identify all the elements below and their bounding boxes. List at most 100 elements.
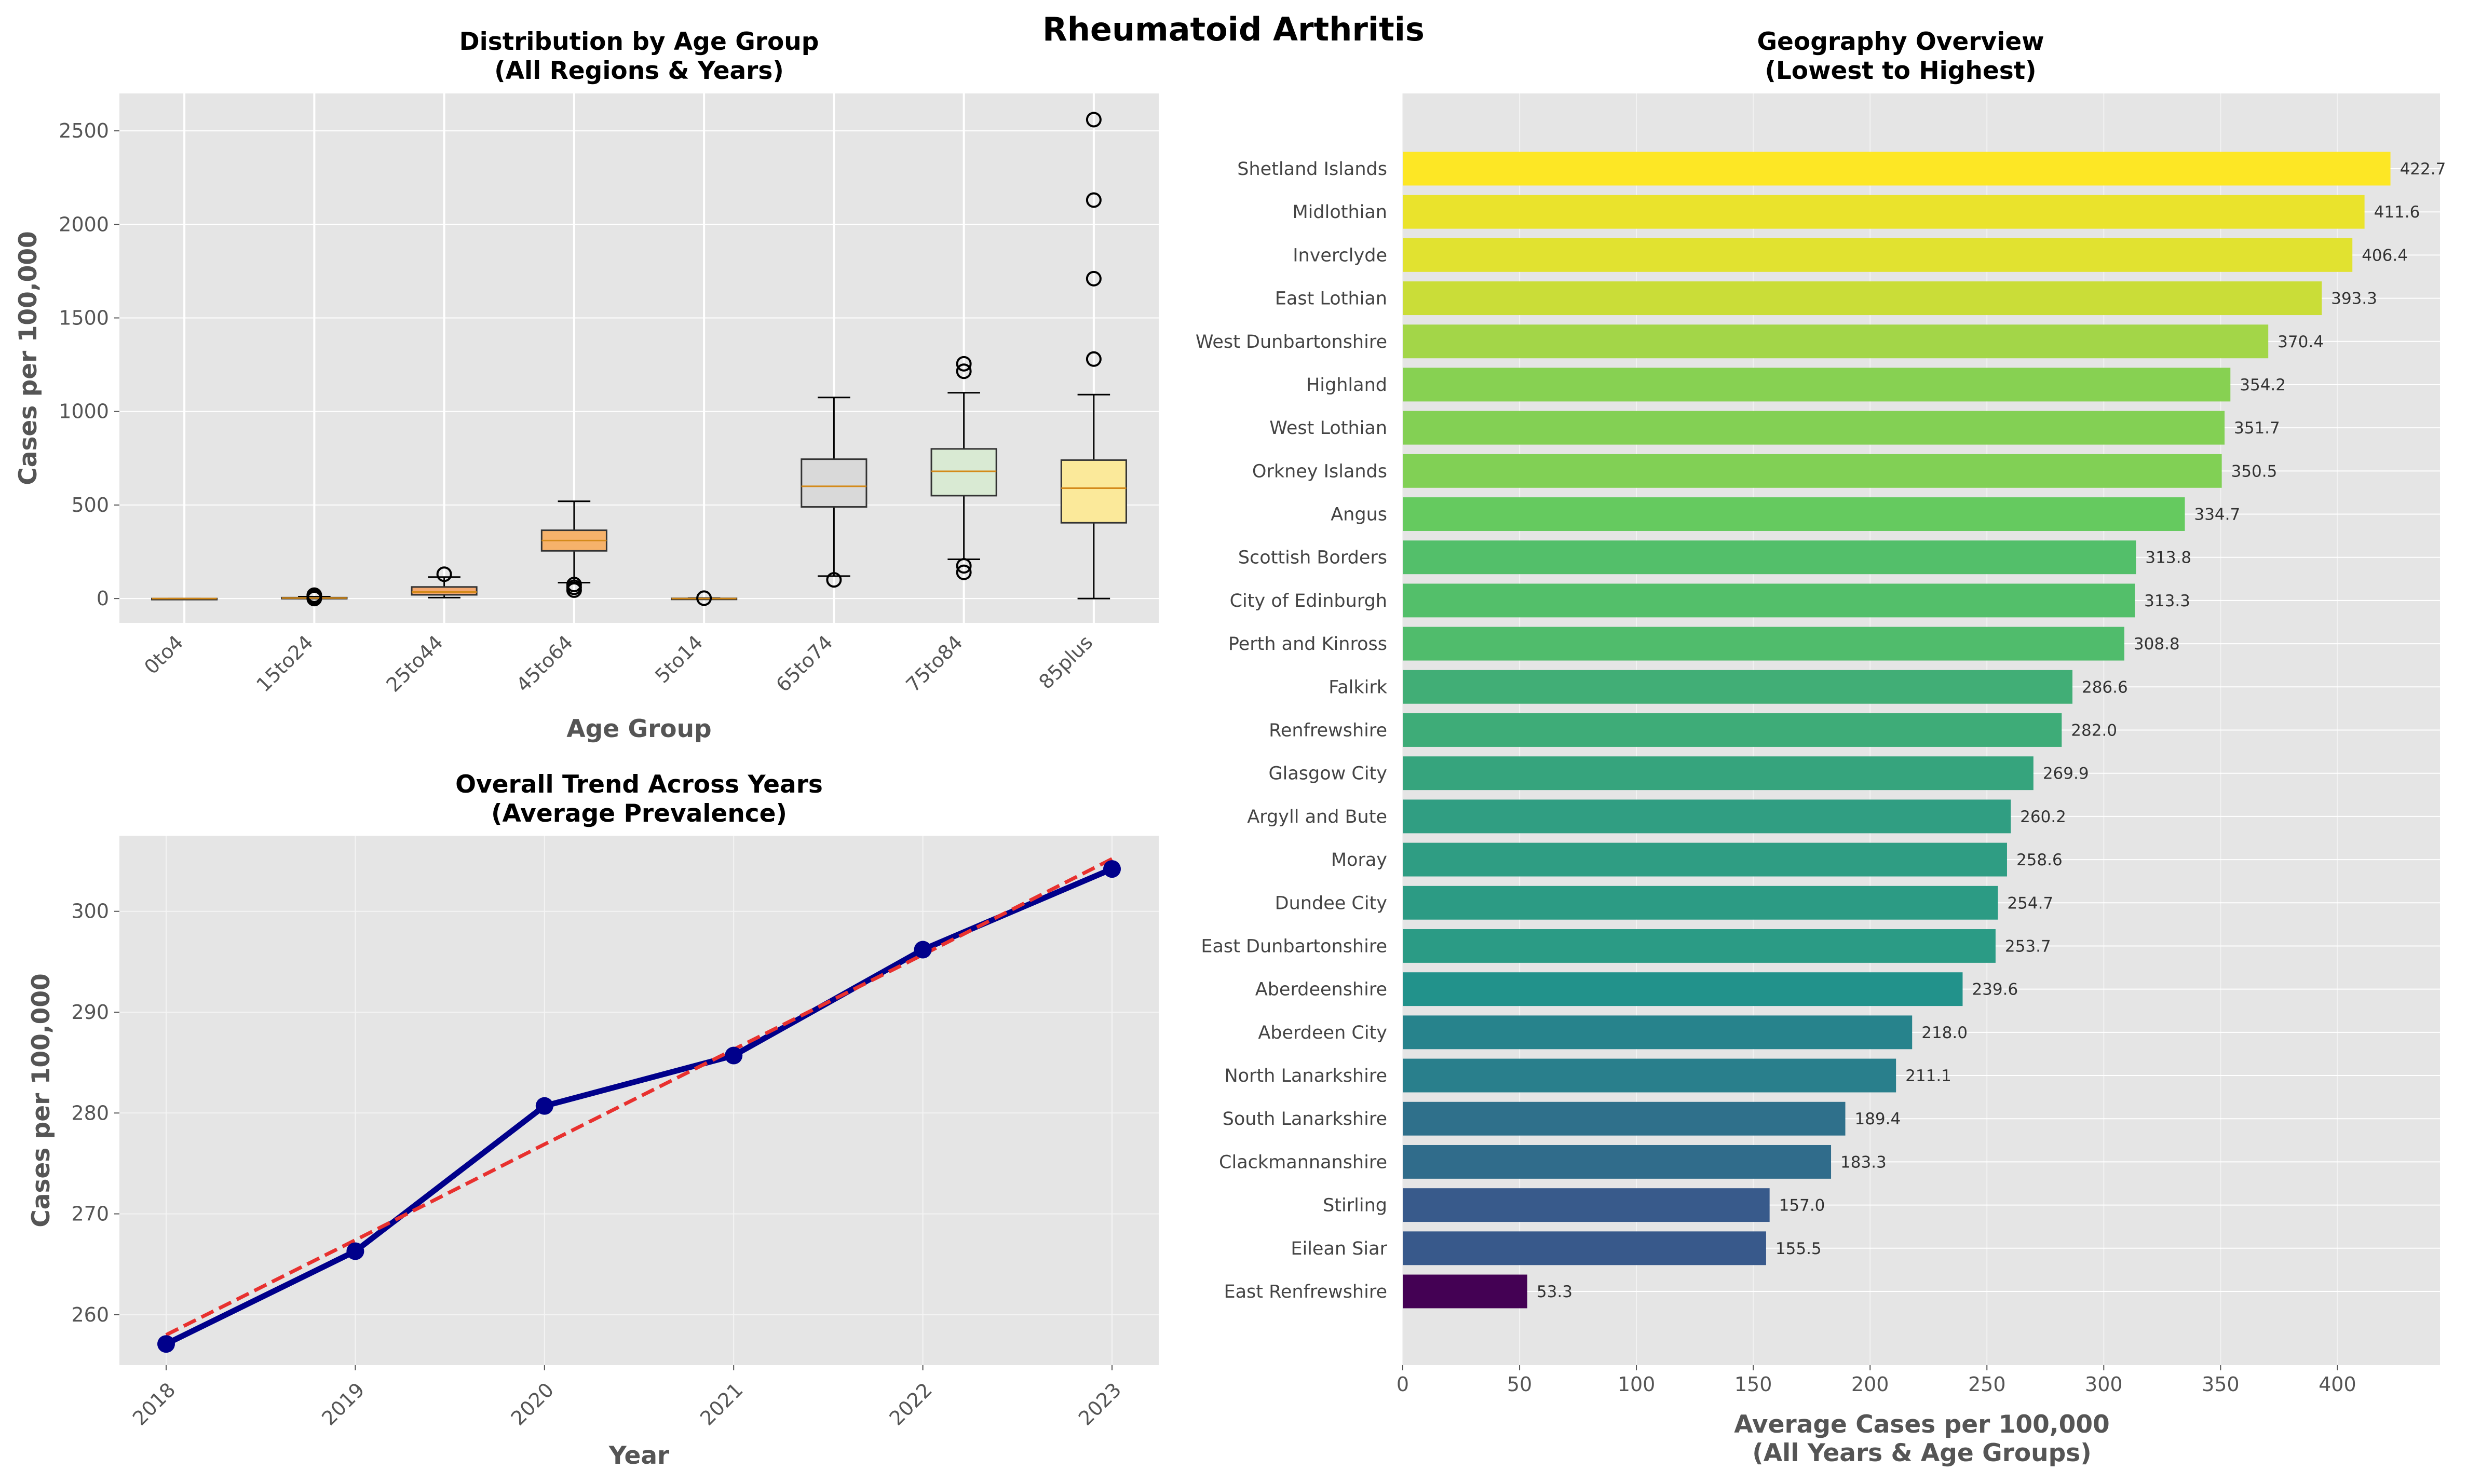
value-label: 370.4 [2278,333,2324,351]
value-label: 53.3 [1537,1283,1573,1301]
bar-South Lanarkshire [1403,1101,1846,1136]
y-tick-label: 270 [71,1203,109,1226]
outlier-point [1086,351,1102,367]
y-tick-label: Stirling [1323,1195,1387,1216]
panel-title: Geography Overview [1757,28,2044,56]
bar-Aberdeen City [1403,1015,1913,1050]
geography-bar-panel: 422.7 Shetland Islands 411.6 Midlothian 406.… [1196,28,2446,1467]
y-axis-label: Cases per 100,000 [27,973,56,1228]
y-tick-label: East Lothian [1275,289,1387,309]
value-label: 189.4 [1854,1110,1901,1128]
bar-North Lanarkshire [1403,1058,1896,1093]
bar-City of Edinburgh [1403,583,2135,618]
y-axis-label: Cases per 100,000 [14,231,43,485]
value-label: 308.8 [2134,635,2180,653]
box-25to44 [411,586,478,596]
y-tick-label: Aberdeenshire [1255,979,1387,1000]
outlier-point [956,363,972,379]
y-tick-label: 1000 [59,400,109,423]
box-85plus [1060,459,1127,524]
bar-Stirling [1403,1188,1770,1222]
bar-Orkney Islands [1403,454,2222,488]
y-tick-label: 1500 [59,307,109,330]
y-tick-label: East Renfrewshire [1224,1282,1387,1302]
outlier-point [1086,192,1102,208]
bar-Renfrewshire [1403,713,2062,747]
y-tick-label: Perth and Kinross [1228,634,1387,655]
value-label: 350.5 [2231,462,2278,481]
x-tick-label: 400 [2319,1373,2356,1396]
y-tick-label: 2500 [59,119,109,142]
x-tick-label: 0 [1397,1373,1409,1396]
series-line-average [165,866,1114,1347]
y-tick-label: Highland [1306,375,1387,396]
value-label: 155.5 [1775,1240,1822,1258]
x-axis-label: Year [608,1441,670,1470]
value-label: 258.6 [2016,851,2063,869]
y-tick-label: Renfrewshire [1269,720,1387,741]
outlier-point [1086,270,1102,287]
outlier-point [306,587,322,603]
value-label: 211.1 [1905,1067,1951,1085]
bar-Glasgow City [1403,756,2034,791]
x-tick-label: 200 [1851,1373,1889,1396]
y-tick-label: Eilean Siar [1291,1238,1387,1259]
panel-title: Distribution by Age Group [459,28,819,56]
outlier-point [956,558,972,574]
value-label: 334.7 [2194,506,2240,524]
value-label: 218.0 [1921,1024,1968,1042]
data-point [725,1046,743,1065]
bar-Aberdeenshire [1403,972,1963,1006]
bar-Eilean Siar [1403,1231,1766,1265]
outlier-point [566,577,582,593]
y-tick-label: Orkney Islands [1252,461,1387,482]
bar-East Lothian [1403,281,2322,316]
y-tick-label: Scottish Borders [1238,548,1387,568]
y-tick-label: 290 [71,1001,109,1024]
value-label: 422.7 [2400,160,2446,179]
x-axis-label: (All Years & Age Groups) [1752,1439,2091,1467]
bar-Dundee City [1403,886,1998,920]
bar-East Renfrewshire [1403,1274,1527,1309]
data-point [157,1335,175,1353]
bar-Argyll and Bute [1403,799,2011,834]
panel-title: (All Regions & Years) [494,57,784,85]
y-tick-label: Argyll and Bute [1247,807,1387,827]
bar-Shetland Islands [1403,152,2391,186]
x-tick-label: 350 [2202,1373,2240,1396]
y-tick-label: 280 [71,1101,109,1124]
y-tick-label: South Lanarkshire [1223,1109,1387,1129]
y-tick-label: City of Edinburgh [1230,591,1387,611]
y-tick-label: Aberdeen City [1258,1023,1387,1043]
panel-title: (Lowest to Highest) [1765,57,2036,85]
bar-Highland [1403,367,2231,402]
bar-East Dunbartonshire [1403,929,1996,963]
box-65to74 [801,458,867,508]
x-tick-label: 150 [1734,1373,1772,1396]
x-tick-label: 300 [2085,1373,2123,1396]
x-axis-label: Average Cases per 100,000 [1734,1410,2110,1439]
plot-background [119,93,1159,623]
y-tick-label: Dundee City [1275,893,1387,914]
bar-Perth and Kinross [1403,627,2124,661]
value-label: 411.6 [2374,203,2420,222]
y-tick-label: North Lanarkshire [1224,1066,1387,1086]
figure-title: Rheumatoid Arthritis [1042,10,1425,48]
outlier-point [826,572,842,588]
outlier-point [696,590,712,606]
panel-title: (Average Prevalence) [491,799,787,828]
y-tick-label: East Dunbartonshire [1201,936,1387,957]
y-tick-label: 0 [97,587,109,610]
y-tick-label: 260 [71,1303,109,1326]
value-label: 157.0 [1779,1196,1825,1215]
y-tick-label: 2000 [59,213,109,236]
value-label: 260.2 [2020,808,2066,826]
value-label: 354.2 [2240,376,2286,394]
data-point [914,941,932,959]
outlier-point [956,564,972,580]
outlier-point [436,566,452,582]
y-tick-label: 300 [71,900,109,923]
